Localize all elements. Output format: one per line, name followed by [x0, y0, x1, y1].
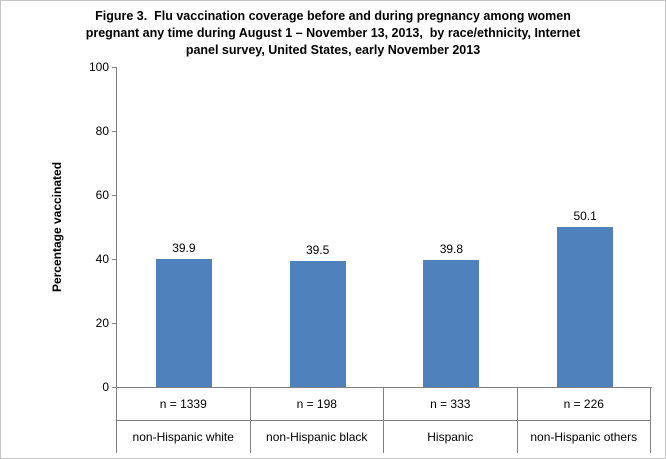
bar-value-label: 39.9	[172, 241, 196, 256]
y-tick-mark	[112, 195, 117, 196]
y-tick-label: 60	[95, 188, 109, 202]
chart-title-line-1: Figure 3. Flu vaccination coverage befor…	[95, 9, 571, 23]
bar-value-label: 39.5	[305, 242, 330, 257]
category-label: non-Hispanic white	[116, 421, 251, 453]
x-axis-category-row: non-Hispanic white non-Hispanic black Hisp…	[116, 421, 651, 453]
y-tick-mark	[112, 323, 117, 324]
bars-container: 39.9 39.5 39.8 50.1	[117, 67, 652, 387]
bar-group-0: 39.9	[117, 67, 251, 387]
chart-title-line-3: panel survey, United States, early Novem…	[185, 43, 481, 57]
y-tick-mark	[112, 387, 117, 388]
sample-size-label: n = 198	[251, 388, 384, 420]
bar	[423, 259, 480, 387]
bar-value-label: 39.8	[439, 241, 464, 256]
y-tick-label: 0	[102, 380, 109, 394]
bar	[289, 260, 346, 387]
y-tick-mark	[112, 67, 117, 68]
y-tick-mark	[112, 131, 117, 132]
bar	[557, 226, 614, 387]
y-axis-title: Percentage vaccinated	[50, 161, 64, 293]
y-tick-mark	[112, 259, 117, 260]
bar-value-label: 50.1	[573, 208, 597, 223]
category-label: non-Hispanic black	[251, 421, 384, 453]
y-tick-label: 40	[95, 252, 109, 266]
y-tick-label: 20	[95, 316, 109, 330]
y-tick-label: 80	[95, 124, 109, 138]
chart-title: Figure 3. Flu vaccination coverage befor…	[1, 8, 665, 59]
x-axis: n = 1339 n = 198 n = 333 n = 226 non-Hispan…	[116, 388, 651, 453]
sample-size-label: n = 226	[518, 388, 651, 420]
plot-area: 0 20 40 60 80 100 39.9 39.5 39.8 50.1	[89, 60, 652, 394]
category-label: non-Hispanic others	[518, 421, 651, 453]
y-tick-label: 100	[88, 60, 109, 74]
sample-size-label: n = 1339	[116, 388, 251, 420]
sample-size-label: n = 333	[384, 388, 518, 420]
bar	[155, 259, 212, 387]
y-axis-ticks: 0 20 40 60 80 100	[89, 60, 652, 394]
category-label: Hispanic	[384, 421, 518, 453]
bar-group-3: 50.1	[518, 67, 652, 387]
x-axis-sample-size-row: n = 1339 n = 198 n = 333 n = 226	[116, 388, 651, 421]
bar-group-2: 39.8	[385, 67, 519, 387]
chart-title-line-2: pregnant any time during August 1 – Nove…	[85, 26, 581, 40]
bar-group-1: 39.5	[251, 67, 385, 387]
